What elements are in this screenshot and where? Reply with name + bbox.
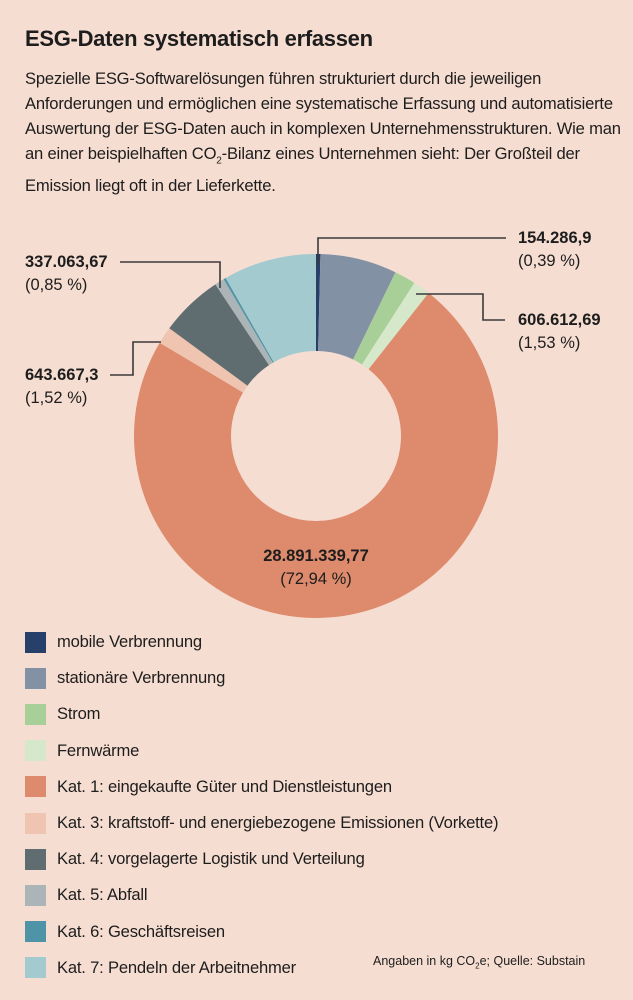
legend-label: Kat. 4: vorgelagerte Logistik und Vertei… bbox=[57, 849, 365, 869]
label-percent: (72,94 %) bbox=[280, 570, 352, 588]
donut-slice-3 bbox=[361, 282, 429, 370]
donut-slice-6 bbox=[169, 284, 270, 386]
intro-text: Spezielle ESG-Softwarelösungen führen st… bbox=[25, 66, 625, 198]
legend-item: Kat. 5: Abfall bbox=[25, 877, 498, 913]
label-fernwaerme: 606.612,69 (1,53 %) bbox=[518, 309, 601, 355]
leader-line-mobile bbox=[317, 237, 506, 265]
legend-label: stationäre Verbrennung bbox=[57, 668, 226, 688]
legend-item: Kat. 3: kraftstoff- und energiebezogene … bbox=[25, 805, 499, 841]
source-text-part: e; Quelle: Substain bbox=[479, 954, 586, 968]
legend-swatch bbox=[25, 812, 46, 834]
legend-swatch bbox=[25, 740, 46, 762]
legend-label: Kat. 6: Geschäftsreisen bbox=[57, 921, 225, 941]
legend-item: mobile Verbrennung bbox=[25, 624, 498, 660]
legend: mobile Verbrennung stationäre Verbrennung… bbox=[25, 624, 499, 986]
subscript: 2 bbox=[475, 961, 480, 971]
legend-swatch bbox=[25, 667, 46, 689]
donut-slice-9 bbox=[225, 254, 316, 363]
leader-line-fernwaerme bbox=[416, 293, 505, 321]
legend-label: Kat. 1: eingekaufte Güter und Dienstleis… bbox=[57, 776, 392, 796]
label-kat1: 28.891.339,77 (72,94 %) bbox=[236, 545, 396, 591]
legend-swatch bbox=[25, 884, 46, 906]
label-percent: (0,39 %) bbox=[518, 252, 581, 270]
donut-slice-1 bbox=[318, 254, 396, 360]
donut-slice-0 bbox=[316, 254, 321, 352]
label-value: 28.891.339,77 bbox=[263, 547, 369, 565]
label-kat3: 643.667,3 (1,52 %) bbox=[25, 364, 98, 410]
leader-lines bbox=[110, 237, 506, 376]
source-note: Angaben in kg CO2e; Quelle: Substain bbox=[373, 954, 585, 971]
donut-slice-5 bbox=[159, 328, 248, 393]
legend-label: mobile Verbrennung bbox=[57, 632, 202, 652]
legend-item: Strom bbox=[25, 696, 498, 732]
intro-text-part: -Bilanz eines Unternehmen sieht: Der Gro… bbox=[25, 144, 580, 196]
leader-line-kat5 bbox=[120, 261, 221, 288]
label-kat5: 337.063,67 (0,85 %) bbox=[25, 251, 108, 297]
legend-item: stationäre Verbrennung bbox=[25, 660, 498, 696]
label-percent: (1,52 %) bbox=[25, 389, 88, 407]
donut-slices bbox=[134, 254, 498, 618]
donut-slice-2 bbox=[353, 272, 415, 365]
label-percent: (1,53 %) bbox=[518, 334, 581, 352]
legend-label: Fernwärme bbox=[57, 740, 140, 760]
legend-swatch bbox=[25, 957, 46, 979]
legend-label: Strom bbox=[57, 704, 101, 724]
legend-swatch bbox=[25, 703, 46, 725]
donut-slice-8 bbox=[223, 278, 274, 363]
legend-label: Kat. 7: Pendeln der Arbeitnehmer bbox=[57, 957, 296, 977]
legend-swatch bbox=[25, 848, 46, 870]
label-value: 643.667,3 bbox=[25, 366, 99, 384]
legend-swatch bbox=[25, 631, 46, 653]
chart-title: ESG-Daten systematisch erfassen bbox=[25, 26, 373, 51]
donut-slice-4 bbox=[134, 293, 498, 618]
subscript: 2 bbox=[216, 155, 222, 167]
intro-text-part: Spezielle ESG-Softwarelösungen führen st… bbox=[25, 69, 621, 163]
legend-item: Kat. 7: Pendeln der Arbeitnehmer bbox=[25, 950, 498, 986]
legend-item: Fernwärme bbox=[25, 733, 498, 769]
donut-chart bbox=[110, 237, 506, 618]
source-text-part: Angaben in kg CO bbox=[373, 954, 476, 968]
legend-label: Kat. 3: kraftstoff- und energiebezogene … bbox=[57, 813, 499, 833]
donut-slice-7 bbox=[215, 279, 273, 366]
label-value: 154.286,9 bbox=[518, 229, 592, 247]
label-value: 606.612,69 bbox=[518, 311, 601, 329]
legend-item: Kat. 4: vorgelagerte Logistik und Vertei… bbox=[25, 841, 498, 877]
legend-swatch bbox=[25, 776, 46, 798]
legend-item: Kat. 1: eingekaufte Güter und Dienstleis… bbox=[25, 769, 498, 805]
legend-label: Kat. 5: Abfall bbox=[57, 885, 148, 905]
legend-swatch bbox=[25, 921, 46, 943]
legend-item: Kat. 6: Geschäftsreisen bbox=[25, 914, 498, 950]
label-value: 337.063,67 bbox=[25, 253, 108, 271]
leader-line-kat3 bbox=[110, 341, 161, 376]
label-mobile: 154.286,9 (0,39 %) bbox=[518, 227, 591, 273]
label-percent: (0,85 %) bbox=[25, 276, 88, 294]
